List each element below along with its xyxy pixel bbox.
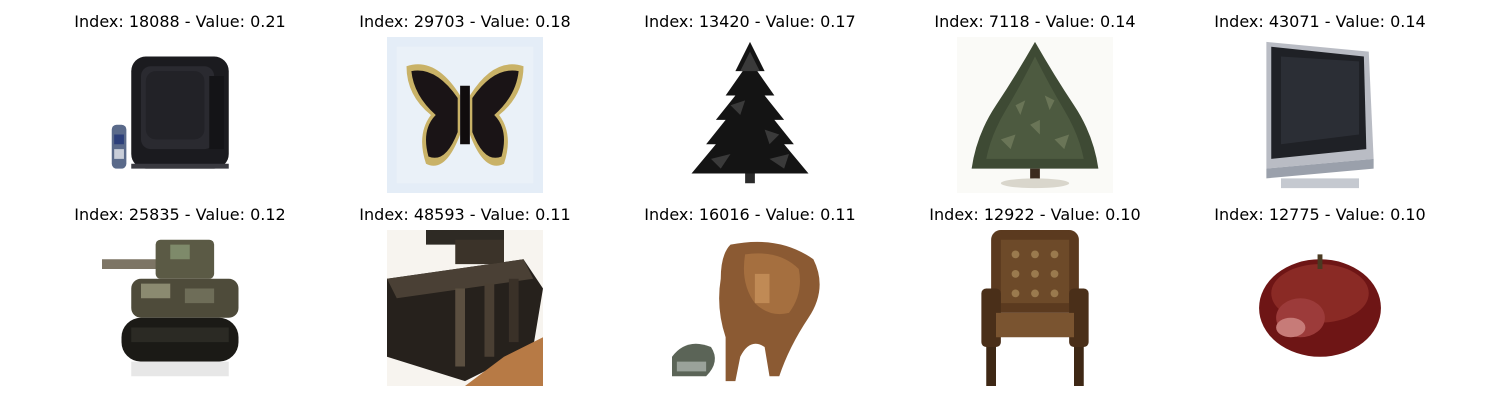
grid-cell: Index: 12922 - Value: 0.10 (885, 193, 1185, 386)
grid-cell: Index: 48593 - Value: 0.11 (315, 193, 615, 386)
image-title: Index: 29703 - Value: 0.18 (359, 12, 571, 31)
thumbnail-tank-toy (102, 230, 258, 386)
image-title: Index: 12922 - Value: 0.10 (929, 205, 1141, 224)
thumbnail-apple (1242, 230, 1398, 386)
image-title: Index: 13420 - Value: 0.17 (644, 12, 856, 31)
grid-cell: Index: 7118 - Value: 0.14 (885, 0, 1185, 193)
image-title: Index: 12775 - Value: 0.10 (1214, 205, 1426, 224)
grid-cell: Index: 16016 - Value: 0.11 (600, 193, 900, 386)
thumbnail-armchair (957, 230, 1113, 386)
thumbnail-animal-brown (672, 230, 828, 386)
grid-cell: Index: 43071 - Value: 0.14 (1170, 0, 1470, 193)
thumbnail-pine-tree-green (957, 37, 1113, 193)
image-title: Index: 48593 - Value: 0.11 (359, 205, 571, 224)
image-title: Index: 16016 - Value: 0.11 (644, 205, 856, 224)
grid-cell: Index: 25835 - Value: 0.12 (30, 193, 330, 386)
image-title: Index: 7118 - Value: 0.14 (934, 12, 1136, 31)
grid-cell: Index: 13420 - Value: 0.17 (600, 0, 900, 193)
grid-cell: Index: 18088 - Value: 0.21 (30, 0, 330, 193)
thumbnail-tank-side (387, 230, 543, 386)
image-title: Index: 25835 - Value: 0.12 (74, 205, 286, 224)
thumbnail-crt-television (102, 37, 258, 193)
image-title: Index: 43071 - Value: 0.14 (1214, 12, 1426, 31)
grid-cell: Index: 12775 - Value: 0.10 (1170, 193, 1470, 386)
thumbnail-pine-tree-dark (672, 37, 828, 193)
thumbnail-flatscreen-tv (1242, 37, 1398, 193)
thumbnail-butterfly (387, 37, 543, 193)
image-title: Index: 18088 - Value: 0.21 (74, 12, 286, 31)
grid-cell: Index: 29703 - Value: 0.18 (315, 0, 615, 193)
